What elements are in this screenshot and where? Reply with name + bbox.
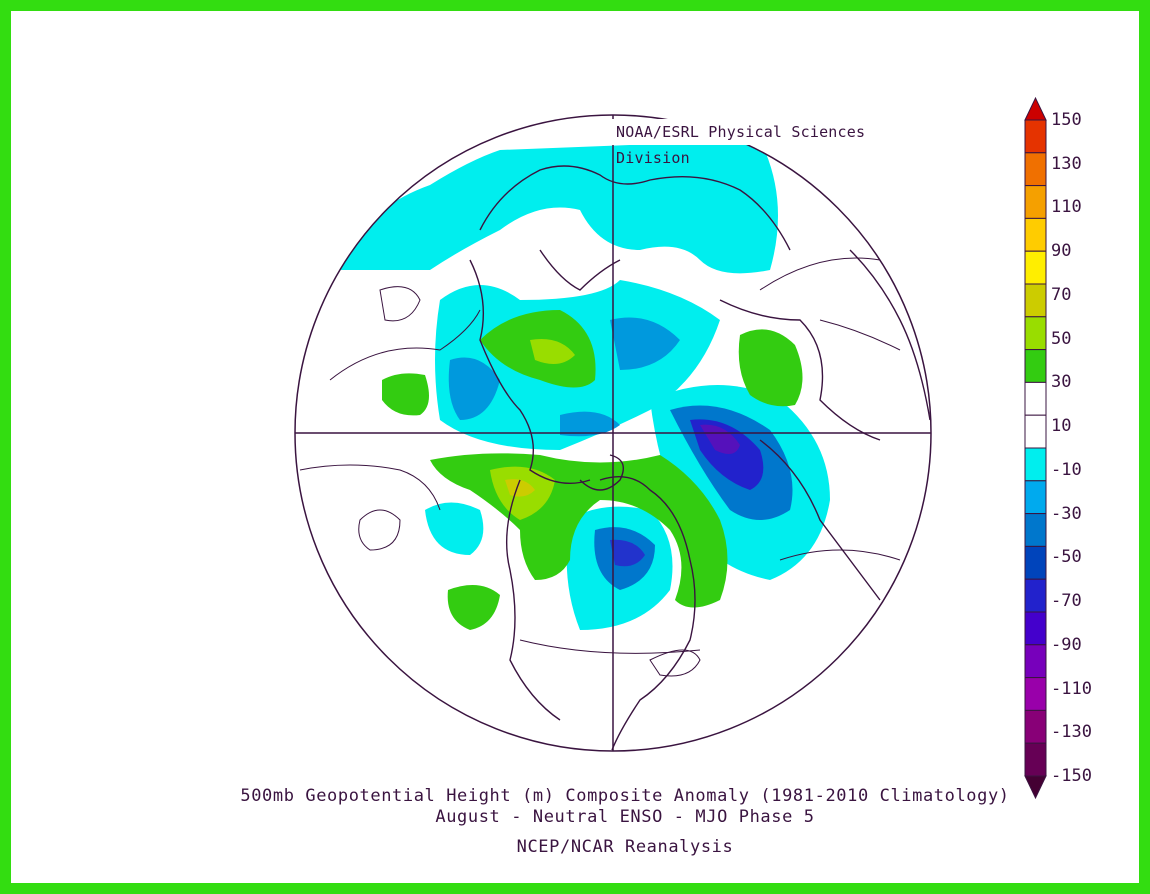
colorbar-arrow-top — [1024, 96, 1047, 121]
credit-label: NOAA/ESRL Physical Sciences Division — [591, 119, 936, 167]
coastlines — [469, 165, 931, 751]
colorbar-tick-label: 50 — [1051, 328, 1072, 349]
anomaly-neg-pacific — [425, 502, 484, 555]
anomaly-pos-pacific — [382, 373, 429, 416]
caption-subtitle: August - Neutral ENSO - MJO Phase 5 — [435, 807, 815, 827]
anomaly-pos-siberia-core — [530, 339, 575, 364]
polar-map — [294, 96, 1047, 800]
colorbar-tick-label: -110 — [1051, 678, 1092, 699]
figure-frame: NOAA/ESRL Physical Sciences Division 500… — [11, 11, 1139, 883]
colorbar-tick-label: 70 — [1051, 284, 1072, 305]
colorbar-tick-label: 130 — [1051, 153, 1082, 174]
colorbar-tick-label: 90 — [1051, 241, 1072, 262]
colorbar-swatch — [1024, 250, 1047, 285]
colorbar-swatch — [1024, 185, 1047, 219]
anomaly-neg-core2-atlantic — [610, 539, 645, 567]
anomaly-pos-eastpacific — [447, 585, 500, 630]
anomaly-neg-core3-europe — [700, 424, 740, 454]
anomaly-neg-core-west — [448, 357, 500, 420]
colorbar-swatch — [1024, 480, 1047, 515]
colorbar — [1024, 96, 1047, 800]
colorbar-swatch — [1024, 217, 1047, 252]
colorbar-swatch — [1024, 644, 1047, 679]
colorbar-swatch — [1024, 513, 1047, 547]
colorbar-tick-label: 150 — [1051, 110, 1082, 130]
colorbar-tick-label: -90 — [1051, 634, 1082, 655]
colorbar-tick-label: -10 — [1051, 459, 1082, 480]
colorbar-swatch — [1024, 316, 1047, 351]
colorbar-tick-label: 10 — [1051, 416, 1072, 437]
colorbar-tick-label: 110 — [1051, 197, 1082, 218]
colorbar-arrow-bottom — [1024, 775, 1047, 800]
anomaly-neg-north — [340, 140, 778, 274]
colorbar-tick-label: 30 — [1051, 372, 1072, 393]
colorbar-swatch — [1024, 414, 1047, 449]
caption-title: 500mb Geopotential Height (m) Composite … — [240, 786, 1010, 806]
colorbar-tick-label: -70 — [1051, 591, 1082, 612]
colorbar-swatch — [1024, 677, 1047, 711]
colorbar-swatch — [1024, 119, 1047, 154]
colorbar-swatch — [1024, 578, 1047, 613]
colorbar-tick-label: -30 — [1051, 503, 1082, 524]
colorbar-swatch — [1024, 447, 1047, 482]
colorbar-swatch — [1024, 381, 1047, 416]
anomaly-pos-asia — [738, 329, 803, 407]
colorbar-swatch — [1024, 545, 1047, 580]
colorbar-tick-label: -130 — [1051, 722, 1092, 743]
anomaly-field — [299, 140, 931, 751]
caption-source: NCEP/NCAR Reanalysis — [516, 837, 734, 857]
colorbar-tick-label: -50 — [1051, 547, 1082, 568]
anomaly-pos-greenland-core2 — [505, 479, 535, 497]
colorbar-swatch — [1024, 349, 1047, 383]
anomaly-neg-core-north — [610, 317, 680, 370]
colorbar-swatch — [1024, 742, 1047, 777]
colorbar-swatch — [1024, 611, 1047, 646]
colorbar-swatch — [1024, 152, 1047, 187]
colorbar-swatch — [1024, 283, 1047, 318]
colorbar-swatch — [1024, 709, 1047, 744]
colorbar-tick-label: -150 — [1051, 766, 1092, 786]
contour-lines — [299, 257, 901, 677]
anomaly-neg-core-center — [560, 411, 620, 437]
